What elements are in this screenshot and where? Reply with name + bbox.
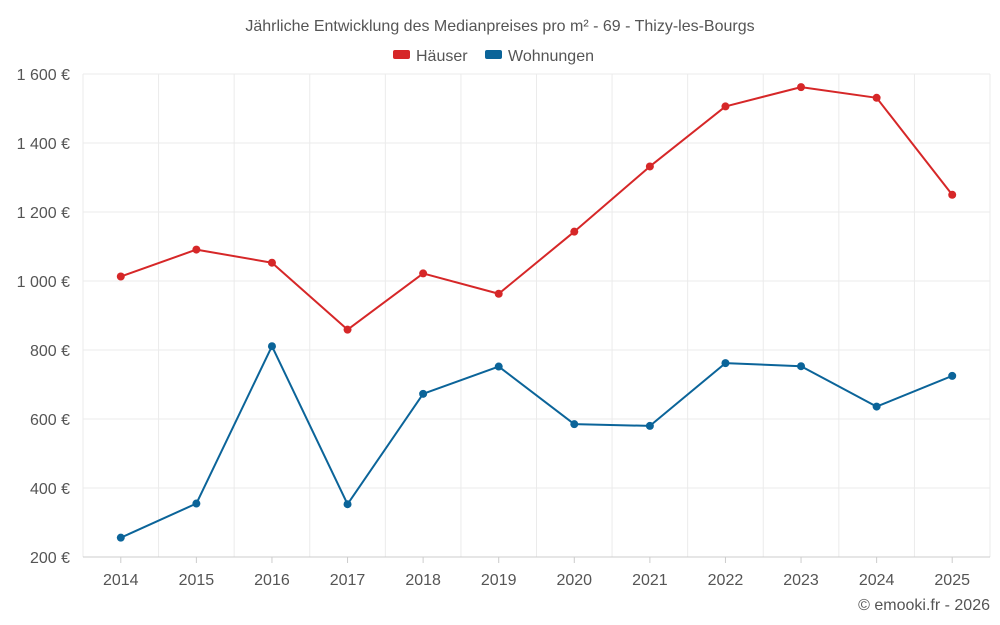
x-tick-label: 2015	[179, 572, 215, 589]
y-axis-labels: 200 € 400 € 600 € 800 € 1 000 € 1 200 € 1 400 …	[17, 67, 70, 567]
data-point-haeuser[interactable]	[948, 190, 957, 199]
data-point-wohnungen[interactable]	[419, 389, 428, 398]
data-point-wohnungen[interactable]	[872, 402, 881, 411]
x-tick-label: 2025	[934, 572, 970, 589]
data-point-wohnungen[interactable]	[116, 533, 125, 542]
data-point-haeuser[interactable]	[343, 325, 352, 334]
grid	[82, 73, 991, 557]
data-point-haeuser[interactable]	[116, 272, 125, 281]
data-point-wohnungen[interactable]	[797, 362, 806, 371]
data-point-wohnungen[interactable]	[267, 342, 276, 351]
x-tick-label: 2017	[330, 572, 366, 589]
x-tick-label: 2018	[405, 572, 441, 589]
data-point-haeuser[interactable]	[192, 245, 201, 254]
data-point-wohnungen[interactable]	[192, 499, 201, 508]
legend-swatch-wohnungen	[485, 50, 502, 59]
axes	[83, 556, 990, 563]
series-line-haeuser	[120, 86, 953, 331]
legend-label-haeuser: Häuser	[416, 48, 468, 65]
y-tick-label: 1 600 €	[17, 67, 70, 84]
data-point-haeuser[interactable]	[419, 269, 428, 278]
data-point-haeuser[interactable]	[267, 258, 276, 267]
y-tick-label: 800 €	[30, 343, 70, 360]
data-point-wohnungen[interactable]	[494, 362, 503, 371]
x-axis-labels: 2014 2015 2016 2017 2018 2019 2020 2021 2022 2023…	[103, 572, 970, 589]
data-point-haeuser[interactable]	[570, 227, 579, 236]
data-point-wohnungen[interactable]	[948, 371, 957, 380]
data-point-wohnungen[interactable]	[645, 421, 654, 430]
x-tick-label: 2023	[783, 572, 819, 589]
x-tick-label: 2016	[254, 572, 290, 589]
data-point-haeuser[interactable]	[797, 83, 806, 92]
y-tick-label: 1 000 €	[17, 274, 70, 291]
y-tick-label: 600 €	[30, 412, 70, 429]
x-tick-label: 2021	[632, 572, 668, 589]
y-tick-label: 1 200 €	[17, 205, 70, 222]
x-tick-label: 2014	[103, 572, 139, 589]
series-layer	[116, 83, 957, 542]
credit-text: © emooki.fr - 2026	[858, 597, 990, 614]
legend-label-wohnungen: Wohnungen	[508, 48, 594, 65]
x-tick-label: 2022	[708, 572, 744, 589]
x-tick-label: 2020	[556, 572, 592, 589]
data-point-wohnungen[interactable]	[343, 500, 352, 509]
y-tick-label: 400 €	[30, 481, 70, 498]
legend-swatch-haeuser	[393, 50, 410, 59]
data-point-haeuser[interactable]	[872, 93, 881, 102]
legend: Häuser Wohnungen	[393, 48, 594, 65]
y-tick-label: 200 €	[30, 550, 70, 567]
y-tick-label: 1 400 €	[17, 136, 70, 153]
series-line-wohnungen	[120, 345, 953, 539]
data-point-wohnungen[interactable]	[721, 359, 730, 368]
data-point-wohnungen[interactable]	[570, 420, 579, 429]
data-point-haeuser[interactable]	[494, 289, 503, 298]
data-point-haeuser[interactable]	[721, 102, 730, 111]
data-point-haeuser[interactable]	[645, 162, 654, 171]
x-tick-label: 2024	[859, 572, 895, 589]
x-tick-label: 2019	[481, 572, 517, 589]
legend-item-wohnungen[interactable]: Wohnungen	[485, 48, 594, 65]
legend-item-haeuser[interactable]: Häuser	[393, 48, 468, 65]
chart-title: Jährliche Entwicklung des Medianpreises …	[245, 18, 754, 35]
